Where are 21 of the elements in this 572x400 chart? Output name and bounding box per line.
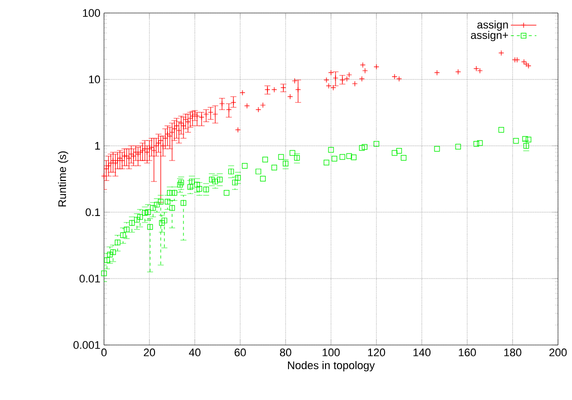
y-tick-label: 0.1: [86, 208, 100, 216]
legend-label: assign: [477, 20, 508, 31]
x-tick-label: 100: [322, 348, 340, 356]
legend-label: assign+: [470, 30, 508, 42]
y-axis-title: Runtime (s): [58, 151, 68, 206]
y-tick-label: 0.001: [73, 341, 100, 349]
y-tick-label: 100: [83, 9, 100, 17]
x-tick-label: 180: [504, 348, 522, 356]
x-tick-label: 40: [188, 348, 200, 356]
x-tick-label: 120: [368, 348, 386, 356]
x-tick-label: 140: [413, 348, 430, 356]
x-tick-label: 200: [549, 348, 567, 356]
x-tick-label: 80: [280, 348, 292, 356]
y-tick-label: 0.01: [80, 274, 100, 282]
y-tick-label: 10: [89, 76, 100, 84]
x-axis-title: Nodes in topology: [288, 361, 375, 372]
x-tick-label: 20: [144, 348, 156, 356]
x-tick-label: 0: [101, 348, 107, 356]
x-tick-label: 160: [458, 348, 476, 356]
y-tick-label: 1: [95, 142, 100, 150]
x-tick-label: 60: [234, 348, 246, 356]
